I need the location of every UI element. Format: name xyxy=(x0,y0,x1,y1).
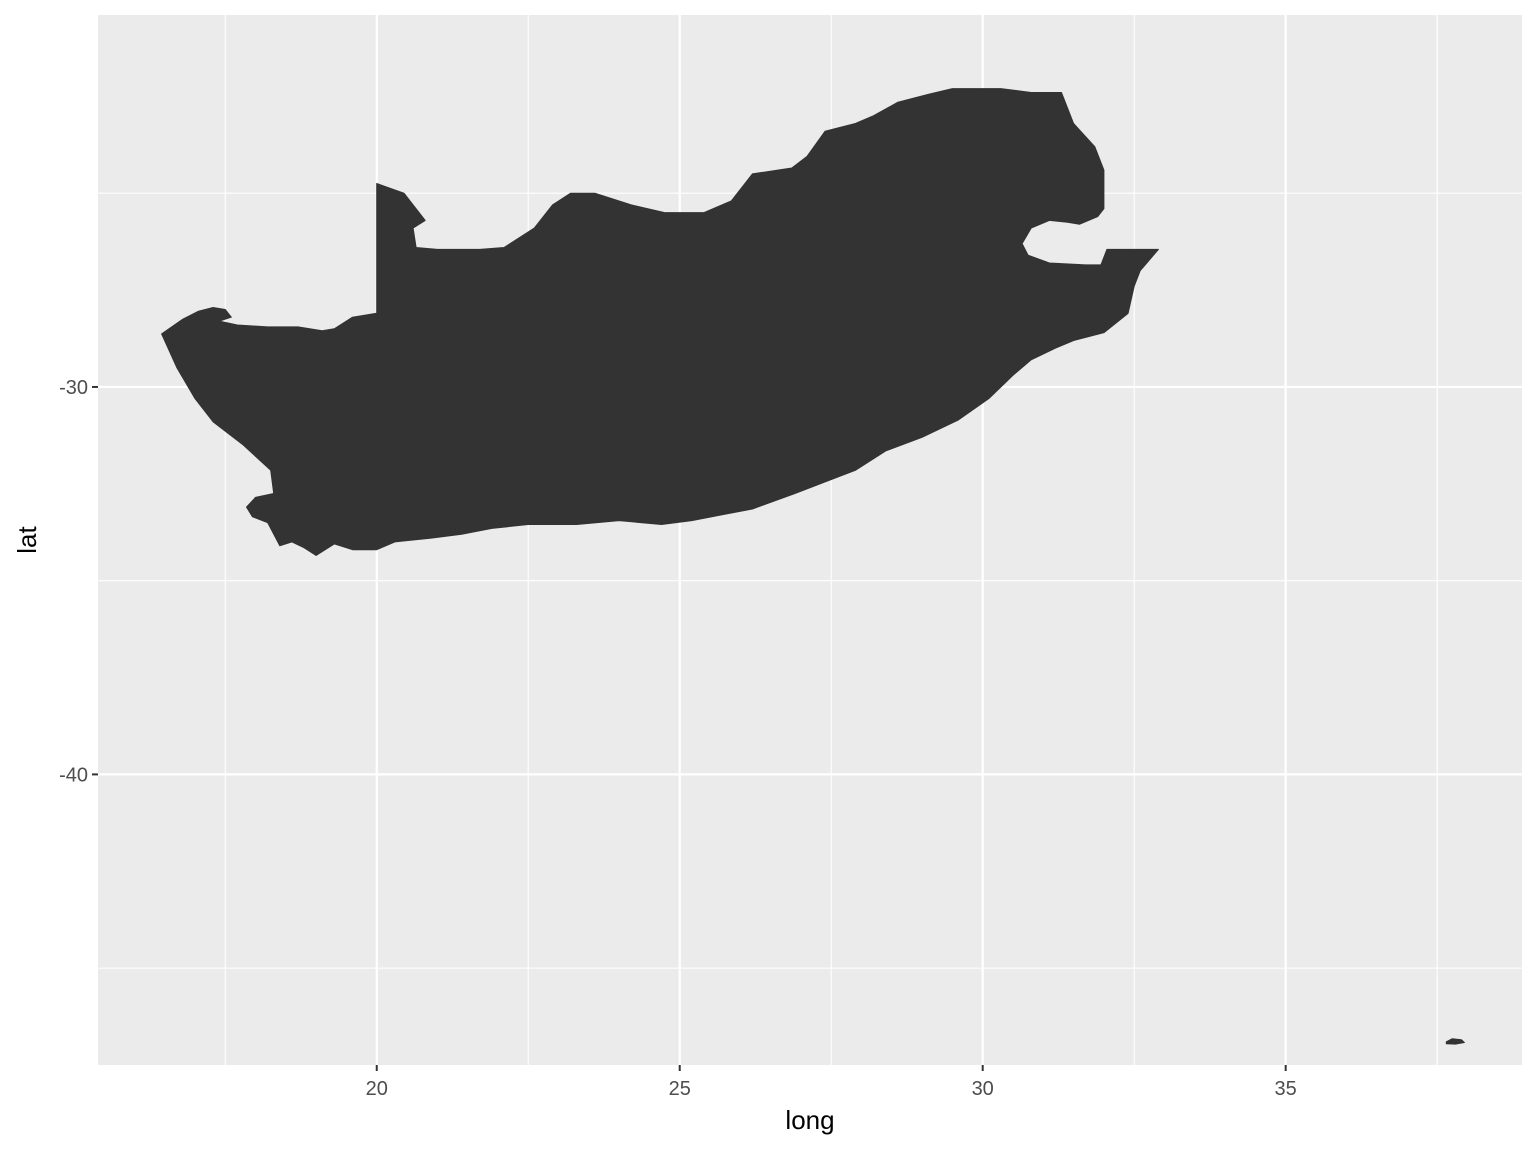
x-axis: 20 25 30 35 xyxy=(366,1065,1297,1100)
x-tick-label: 20 xyxy=(366,1078,388,1100)
polygon-mainland xyxy=(161,88,1159,556)
map-polygons xyxy=(161,88,1465,1045)
x-tick-label: 35 xyxy=(1275,1078,1297,1100)
y-axis: -30 -40 xyxy=(59,377,98,786)
x-tick-label: 25 xyxy=(669,1078,691,1100)
polygon-island xyxy=(1445,1038,1465,1045)
y-tick-label: -30 xyxy=(59,377,88,399)
y-tick-label: -40 xyxy=(59,764,88,786)
x-tick-label: 30 xyxy=(972,1078,994,1100)
x-axis-title: long xyxy=(785,1105,834,1135)
y-axis-title: lat xyxy=(12,525,42,553)
